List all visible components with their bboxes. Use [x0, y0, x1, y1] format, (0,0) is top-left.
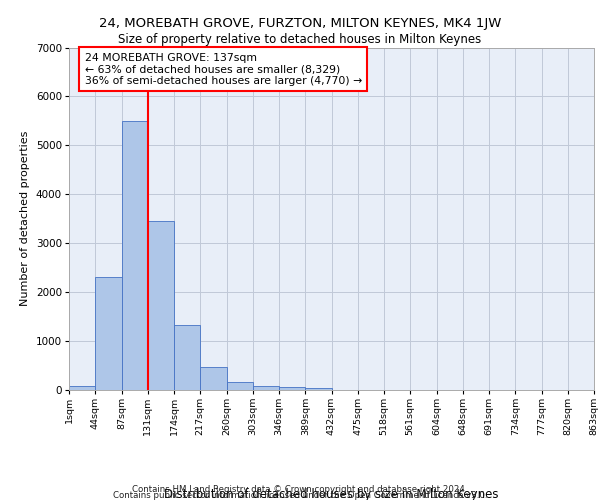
Bar	[121, 121, 148, 390]
Text: Contains HM Land Registry data © Crown copyright and database right 2024.: Contains HM Land Registry data © Crown c…	[132, 484, 468, 494]
Y-axis label: Number of detached properties: Number of detached properties	[20, 131, 31, 306]
Bar	[305, 388, 331, 390]
Text: 24, MOREBATH GROVE, FURZTON, MILTON KEYNES, MK4 1JW: 24, MOREBATH GROVE, FURZTON, MILTON KEYN…	[99, 18, 501, 30]
Bar	[227, 382, 253, 390]
Bar	[174, 326, 200, 390]
Bar	[279, 387, 305, 390]
Text: Contains public sector information licensed under the Open Government Licence v3: Contains public sector information licen…	[113, 491, 487, 500]
Bar	[253, 386, 279, 390]
Text: Size of property relative to detached houses in Milton Keynes: Size of property relative to detached ho…	[118, 32, 482, 46]
X-axis label: Distribution of detached houses by size in Milton Keynes: Distribution of detached houses by size …	[164, 488, 499, 500]
Bar	[200, 366, 227, 390]
Bar	[148, 221, 174, 390]
Text: 24 MOREBATH GROVE: 137sqm
← 63% of detached houses are smaller (8,329)
36% of se: 24 MOREBATH GROVE: 137sqm ← 63% of detac…	[85, 52, 362, 86]
Bar	[69, 386, 95, 390]
Bar	[95, 278, 121, 390]
